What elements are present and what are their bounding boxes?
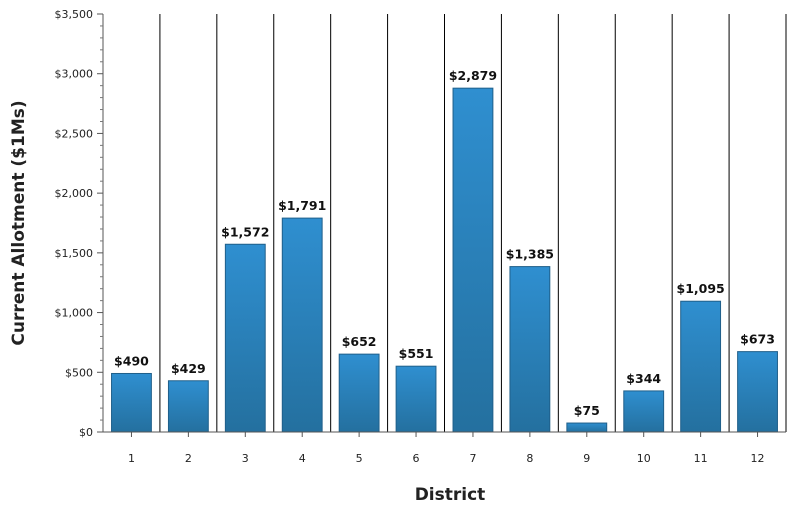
x-tick-label-9: 9 [583,452,590,465]
bar-8 [510,267,550,432]
x-tick-label-1: 1 [128,452,135,465]
data-label-5: $652 [342,334,377,349]
x-axis-title: District [415,485,486,505]
data-label-6: $551 [399,346,434,361]
bar-11 [681,301,721,432]
x-tick-label-5: 5 [356,452,363,465]
y-tick-label-1000: $1,000 [55,307,94,320]
bar-9 [567,423,607,432]
bar-2 [168,381,208,432]
data-label-7: $2,879 [449,68,497,83]
y-tick-label-2000: $2,000 [55,187,94,200]
data-label-10: $344 [626,371,661,386]
bar-4 [282,218,322,432]
y-tick-label-2500: $2,500 [55,127,94,140]
bar-6 [396,366,436,432]
y-tick-label-3000: $3,000 [55,68,94,81]
y-axis-title: Current Allotment ($1Ms) [9,100,29,345]
data-label-12: $673 [740,332,775,347]
x-tick-label-12: 12 [751,452,765,465]
x-tick-label-7: 7 [469,452,476,465]
x-tick-label-3: 3 [242,452,249,465]
data-label-3: $1,572 [221,224,269,239]
bar-7 [453,88,493,432]
bar-12 [738,352,778,432]
x-tick-label-2: 2 [185,452,192,465]
data-label-11: $1,095 [677,281,725,296]
x-tick-label-4: 4 [299,452,306,465]
x-tick-label-11: 11 [694,452,708,465]
y-tick-label-0: $0 [79,426,93,439]
data-label-1: $490 [114,353,149,368]
x-tick-label-8: 8 [526,452,533,465]
data-label-8: $1,385 [506,247,554,262]
data-label-4: $1,791 [278,198,326,213]
y-tick-label-1500: $1,500 [55,247,94,260]
data-label-2: $429 [171,361,206,376]
bar-5 [339,354,379,432]
y-tick-label-500: $500 [65,366,93,379]
bar-1 [112,373,152,432]
x-tick-label-10: 10 [637,452,651,465]
x-tick-label-6: 6 [413,452,420,465]
y-tick-label-3500: $3,500 [55,8,94,21]
bar-3 [225,244,265,432]
data-label-9: $75 [574,403,600,418]
bar-10 [624,391,664,432]
